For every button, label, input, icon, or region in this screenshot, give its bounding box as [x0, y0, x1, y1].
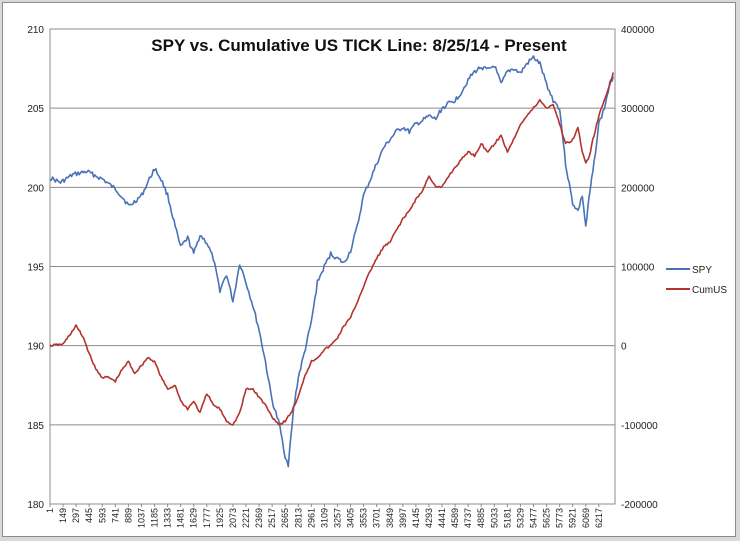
- x-tick-label: 6069: [581, 508, 591, 528]
- x-tick-label: 3257: [332, 508, 342, 528]
- line-chart: 180 185 190 195 200 205 210 -200000 -100000 0 100…: [27, 25, 727, 528]
- x-tick-label: 1333: [163, 508, 173, 528]
- gridlines: [50, 107, 615, 426]
- x-tick-label: 5329: [515, 508, 525, 528]
- x-tick-label: 3405: [346, 508, 356, 528]
- x-tick-label: 889: [123, 508, 133, 523]
- left-y-tick-label: 180: [27, 500, 44, 511]
- left-y-tick-label: 210: [27, 25, 44, 36]
- series-layer: [49, 55, 614, 468]
- x-tick-label: 2813: [293, 508, 303, 528]
- x-tick-label: 445: [84, 508, 94, 523]
- right-y-tick-label: 0: [621, 342, 627, 353]
- x-tick-label: 1481: [176, 508, 186, 528]
- legend: SPY CumUS: [666, 265, 727, 296]
- legend-label-cumus: CumUS: [692, 285, 727, 296]
- x-tick-label: 5477: [529, 508, 539, 528]
- x-tick-label: 2665: [280, 508, 290, 528]
- left-y-tick-label: 195: [27, 263, 44, 274]
- x-tick-label: 5033: [489, 508, 499, 528]
- x-tick-label: 6217: [594, 508, 604, 528]
- right-y-tick-label: 100000: [621, 263, 655, 274]
- x-tick-label: 3997: [398, 508, 408, 528]
- right-y-tick-label: 400000: [621, 25, 655, 36]
- x-tick-label: 741: [110, 508, 120, 523]
- x-tick-label: 2369: [254, 508, 264, 528]
- x-tick-label: 297: [71, 508, 81, 523]
- x-tick-label: 1: [45, 508, 55, 513]
- x-tick-label: 5921: [568, 508, 578, 528]
- x-tick-label: 4737: [463, 508, 473, 528]
- right-y-tick-label: -100000: [621, 421, 658, 432]
- x-tick-label: 149: [58, 508, 68, 523]
- x-tick-label: 4145: [411, 508, 421, 528]
- left-y-tick-label: 200: [27, 183, 44, 194]
- x-tick-label: 5773: [555, 508, 565, 528]
- right-y-tick-label: 200000: [621, 183, 655, 194]
- legend-label-spy: SPY: [692, 265, 712, 276]
- left-y-tick-label: 185: [27, 421, 44, 432]
- x-tick-label: 1925: [215, 508, 225, 528]
- x-tick-label: 2221: [241, 508, 251, 528]
- x-tick-label: 5625: [542, 508, 552, 528]
- x-tick-label: 3109: [319, 508, 329, 528]
- right-y-tick-label: 300000: [621, 104, 655, 115]
- x-tick-label: 2517: [267, 508, 277, 528]
- x-tick-label: 1777: [202, 508, 212, 528]
- x-tick-label: 4441: [437, 508, 447, 528]
- x-tick-label: 2961: [306, 508, 316, 528]
- right-y-axis: -200000 -100000 0 100000 200000 300000 400000: [621, 25, 658, 511]
- x-tick-label: 5181: [502, 508, 512, 528]
- series-line-spy: [49, 55, 614, 468]
- right-y-tick-label: -200000: [621, 500, 658, 511]
- series-line-cumus: [49, 72, 614, 426]
- x-axis: 1 149 297 445 593 741 889 1037 1185 1333 1481 1629 1…: [45, 504, 604, 528]
- x-tick-label: 1037: [136, 508, 146, 528]
- x-tick-label: 1185: [150, 508, 160, 527]
- x-tick-label: 3849: [385, 508, 395, 528]
- left-y-tick-label: 205: [27, 104, 44, 115]
- x-tick-label: 4589: [450, 508, 460, 528]
- x-tick-label: 3701: [372, 508, 382, 528]
- left-y-tick-label: 190: [27, 342, 44, 353]
- x-tick-label: 2073: [228, 508, 238, 528]
- left-y-axis: 180 185 190 195 200 205 210: [27, 25, 44, 511]
- x-tick-label: 1629: [189, 508, 199, 528]
- x-tick-label: 4293: [424, 508, 434, 528]
- x-tick-label: 4885: [476, 508, 486, 528]
- x-tick-label: 593: [97, 508, 107, 523]
- chart-title: SPY vs. Cumulative US TICK Line: 8/25/14…: [151, 36, 567, 55]
- x-tick-label: 3553: [359, 508, 369, 528]
